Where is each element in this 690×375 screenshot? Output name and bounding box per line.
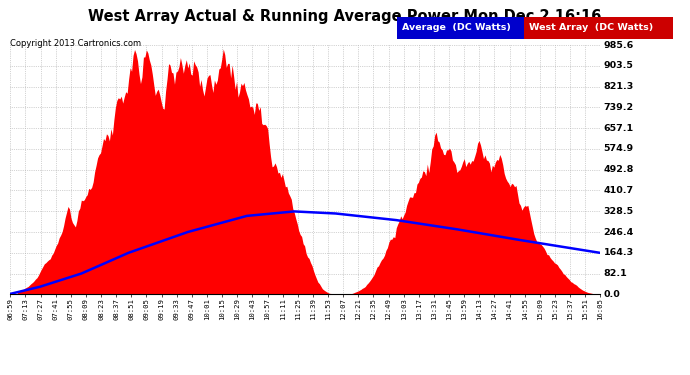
Text: Average  (DC Watts): Average (DC Watts) [402,23,511,32]
Text: West Array Actual & Running Average Power Mon Dec 2 16:16: West Array Actual & Running Average Powe… [88,9,602,24]
Text: 739.2: 739.2 [604,103,634,112]
Text: West Array  (DC Watts): West Array (DC Watts) [529,23,653,32]
Text: Copyright 2013 Cartronics.com: Copyright 2013 Cartronics.com [10,39,141,48]
Text: 164.3: 164.3 [604,248,634,257]
Text: 903.5: 903.5 [604,61,633,70]
Text: 985.6: 985.6 [604,40,634,50]
Text: 492.8: 492.8 [604,165,634,174]
Text: 246.4: 246.4 [604,228,634,237]
Text: 328.5: 328.5 [604,207,634,216]
Text: 0.0: 0.0 [604,290,620,299]
Text: 410.7: 410.7 [604,186,634,195]
Text: 82.1: 82.1 [604,269,627,278]
Text: 821.3: 821.3 [604,82,634,91]
Text: 574.9: 574.9 [604,144,634,153]
Text: 657.1: 657.1 [604,124,634,133]
